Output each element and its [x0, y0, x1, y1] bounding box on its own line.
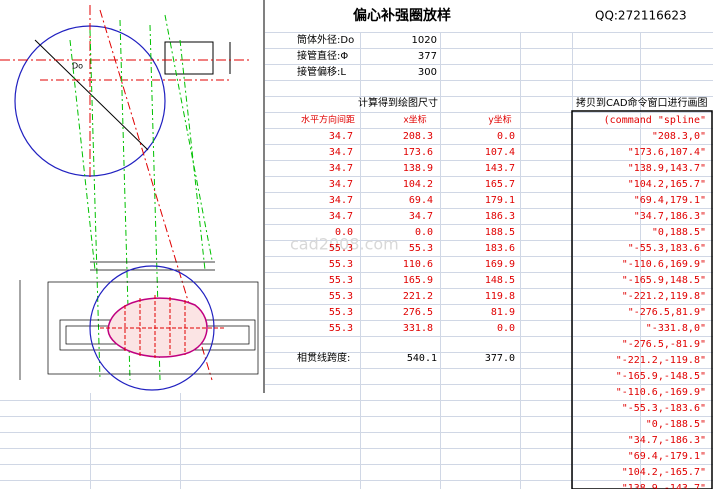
cell: 179.1	[485, 195, 515, 206]
cad-line: "104.2,-165.7"	[622, 467, 706, 478]
cell: 276.5	[403, 307, 433, 318]
param-label: 筒体外径:Do	[297, 33, 354, 46]
cad-line: "-165.9,148.5"	[622, 275, 706, 286]
cell: 186.3	[485, 211, 515, 222]
cell: 69.4	[409, 195, 433, 206]
span-x: 540.1	[407, 353, 437, 364]
column-header: 水平方向间距	[301, 114, 355, 126]
cad-line: "-110.6,169.9"	[622, 259, 706, 270]
cell: 81.9	[491, 307, 515, 318]
calc-title: 计算得到绘图尺寸	[358, 96, 438, 109]
cell: 0.0	[415, 227, 433, 238]
cell: 34.7	[409, 211, 433, 222]
param-label: 接管偏移:L	[297, 65, 346, 78]
cad-line: "0,188.5"	[652, 227, 706, 238]
cad-line: "138.9,143.7"	[628, 163, 706, 174]
cell: 107.4	[485, 147, 515, 158]
cad-line: "-55.3,-183.6"	[622, 403, 706, 414]
cell: 331.8	[403, 323, 433, 334]
cell: 34.7	[329, 195, 353, 206]
cad-line: "0,-188.5"	[646, 419, 706, 430]
column-header: y坐标	[488, 114, 511, 126]
watermark: cad2008.com	[290, 235, 399, 254]
span-label: 相贯线跨度:	[297, 351, 350, 364]
param-value: 300	[418, 67, 437, 78]
cad-drawing: Do	[0, 0, 265, 393]
cad-line: "-55.3,183.6"	[628, 243, 706, 254]
cell: 55.3	[329, 323, 353, 334]
cell: 165.9	[403, 275, 433, 286]
cell: 119.8	[485, 291, 515, 302]
cell: 110.6	[403, 259, 433, 270]
cell: 34.7	[329, 131, 353, 142]
cell: 143.7	[485, 163, 515, 174]
cell: 188.5	[485, 227, 515, 238]
cell: 183.6	[485, 243, 515, 254]
cad-line: "-110.6,-169.9"	[616, 387, 706, 398]
cad-line: "104.2,165.7"	[628, 179, 706, 190]
cell: 34.7	[329, 179, 353, 190]
cell: 34.7	[329, 211, 353, 222]
cad-box	[571, 110, 713, 489]
cell: 173.6	[403, 147, 433, 158]
column-header: x坐标	[403, 114, 426, 126]
cell: 169.9	[485, 259, 515, 270]
cad-line: "34.7,-186.3"	[628, 435, 706, 446]
cad-line: "34.7,186.3"	[634, 211, 706, 222]
cell: 55.3	[329, 275, 353, 286]
cell: 148.5	[485, 275, 515, 286]
cad-line: "-276.5,-81.9"	[622, 339, 706, 350]
cell: 0.0	[497, 323, 515, 334]
cad-line: "-276.5,81.9"	[628, 307, 706, 318]
cad-title: 拷贝到CAD命令窗口进行画图	[576, 96, 708, 109]
param-value: 377	[418, 51, 437, 62]
cell: 34.7	[329, 147, 353, 158]
cad-line: "-221.2,-119.8"	[616, 355, 706, 366]
cell: 208.3	[403, 131, 433, 142]
cell: 165.7	[485, 179, 515, 190]
cell: 0.0	[335, 227, 353, 238]
cad-line: "-165.9,-148.5"	[616, 371, 706, 382]
title: 偏心补强圈放样	[353, 7, 451, 24]
param-label: 接管直径:Φ	[297, 49, 348, 62]
label-do: Do	[72, 62, 83, 71]
cad-line: (command "spline"	[604, 115, 706, 126]
cell: 55.3	[329, 307, 353, 318]
cell: 55.3	[329, 243, 353, 254]
param-value: 1020	[412, 35, 437, 46]
cell: 55.3	[329, 259, 353, 270]
cad-line: "208.3,0"	[652, 131, 706, 142]
cell: 55.3	[409, 243, 433, 254]
cell: 55.3	[329, 291, 353, 302]
cell: 138.9	[403, 163, 433, 174]
qq: QQ:272116623	[595, 9, 687, 23]
cell: 0.0	[497, 131, 515, 142]
cad-line: "69.4,-179.1"	[628, 451, 706, 462]
cad-line: "-221.2,119.8"	[622, 291, 706, 302]
cad-line: "-331.8,0"	[646, 323, 706, 334]
cad-line: "173.6,107.4"	[628, 147, 706, 158]
cell: 221.2	[403, 291, 433, 302]
cell: 104.2	[403, 179, 433, 190]
cad-line: "138.9,-143.7"	[622, 483, 706, 489]
cell: 34.7	[329, 163, 353, 174]
span-y: 377.0	[485, 353, 515, 364]
cad-line: "69.4,179.1"	[634, 195, 706, 206]
